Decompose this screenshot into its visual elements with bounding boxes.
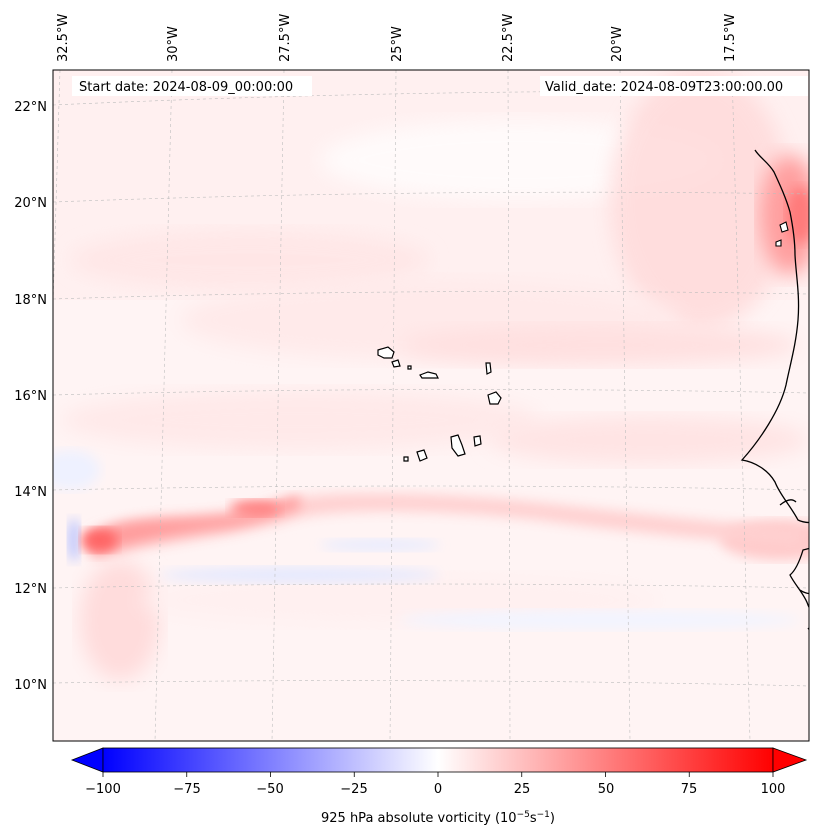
longitude-labels: 32.5°W 30°W 27.5°W 25°W 22.5°W 20°W 17.5… bbox=[56, 14, 738, 62]
start-date-label: Start date: 2024-08-09_00:00:00 bbox=[79, 80, 293, 95]
island-maio bbox=[473, 435, 482, 447]
coastal-islets bbox=[775, 221, 789, 247]
cb-tick-label: −25 bbox=[340, 782, 367, 797]
colorbar-tick-labels: −100 −75 −50 −25 0 25 50 75 100 bbox=[85, 782, 785, 797]
island-santo-antao bbox=[377, 346, 395, 359]
lat-label-12n: 12°N bbox=[14, 582, 47, 597]
island-sao-nicolau bbox=[419, 371, 439, 379]
africa-coastline bbox=[740, 149, 809, 609]
colorbar: −100 −75 −50 −25 0 25 50 75 100 925 hPa … bbox=[70, 747, 808, 826]
lat-label-20n: 20°N bbox=[14, 196, 47, 211]
graticule bbox=[53, 70, 809, 741]
cb-tick-label: −50 bbox=[256, 782, 283, 797]
map-panel: Start date: 2024-08-09_00:00:00 Valid_da… bbox=[52, 69, 810, 742]
lon-label-22-5w: 22.5°W bbox=[501, 14, 516, 62]
island-fogo bbox=[416, 449, 428, 462]
cb-tick-label: −100 bbox=[85, 782, 121, 797]
lat-label-18n: 18°N bbox=[14, 293, 47, 308]
lon-label-20w: 20°W bbox=[610, 26, 625, 62]
colorbar-label: 925 hPa absolute vorticity (10−5s−1) bbox=[321, 810, 555, 826]
island-sao-vicente bbox=[391, 359, 401, 368]
lat-label-10n: 10°N bbox=[14, 678, 47, 693]
cb-tick-label: −75 bbox=[173, 782, 200, 797]
cape-verde-islands bbox=[377, 346, 502, 462]
map-frame bbox=[52, 69, 810, 742]
lon-label-27-5w: 27.5°W bbox=[278, 14, 293, 62]
coastlines bbox=[740, 149, 809, 631]
island-sal bbox=[485, 362, 492, 375]
valid-date-box bbox=[540, 76, 808, 96]
vorticity-field bbox=[53, 70, 809, 680]
lat-label-22n: 22°N bbox=[14, 100, 47, 115]
cb-tick-label: 0 bbox=[434, 782, 442, 797]
island-santa-luzia bbox=[407, 365, 412, 370]
colorbar-ticks bbox=[102, 772, 774, 777]
colorbar-gradient bbox=[102, 747, 774, 773]
cb-tick-label: 50 bbox=[598, 782, 615, 797]
valid-date-label: Valid_date: 2024-08-09T23:00:00.00 bbox=[545, 80, 783, 95]
start-date-box bbox=[72, 76, 312, 96]
lon-label-25w: 25°W bbox=[390, 26, 405, 62]
lon-label-30w: 30°W bbox=[166, 26, 181, 62]
lat-label-16n: 16°N bbox=[14, 389, 47, 404]
island-boa-vista bbox=[487, 391, 502, 405]
cb-tick-label: 75 bbox=[681, 782, 698, 797]
colorbar-left-extension bbox=[70, 747, 104, 773]
lon-label-17-5w: 17.5°W bbox=[723, 14, 738, 62]
island-brava bbox=[403, 456, 409, 462]
lat-label-14n: 14°N bbox=[14, 485, 47, 500]
cb-tick-label: 25 bbox=[514, 782, 531, 797]
colorbar-right-extension bbox=[772, 747, 808, 773]
latitude-labels: 22°N 20°N 18°N 16°N 14°N 12°N 10°N bbox=[14, 100, 47, 693]
lon-label-32-5w: 32.5°W bbox=[56, 14, 71, 62]
island-santiago bbox=[450, 434, 466, 457]
cb-tick-label: 100 bbox=[761, 782, 786, 797]
